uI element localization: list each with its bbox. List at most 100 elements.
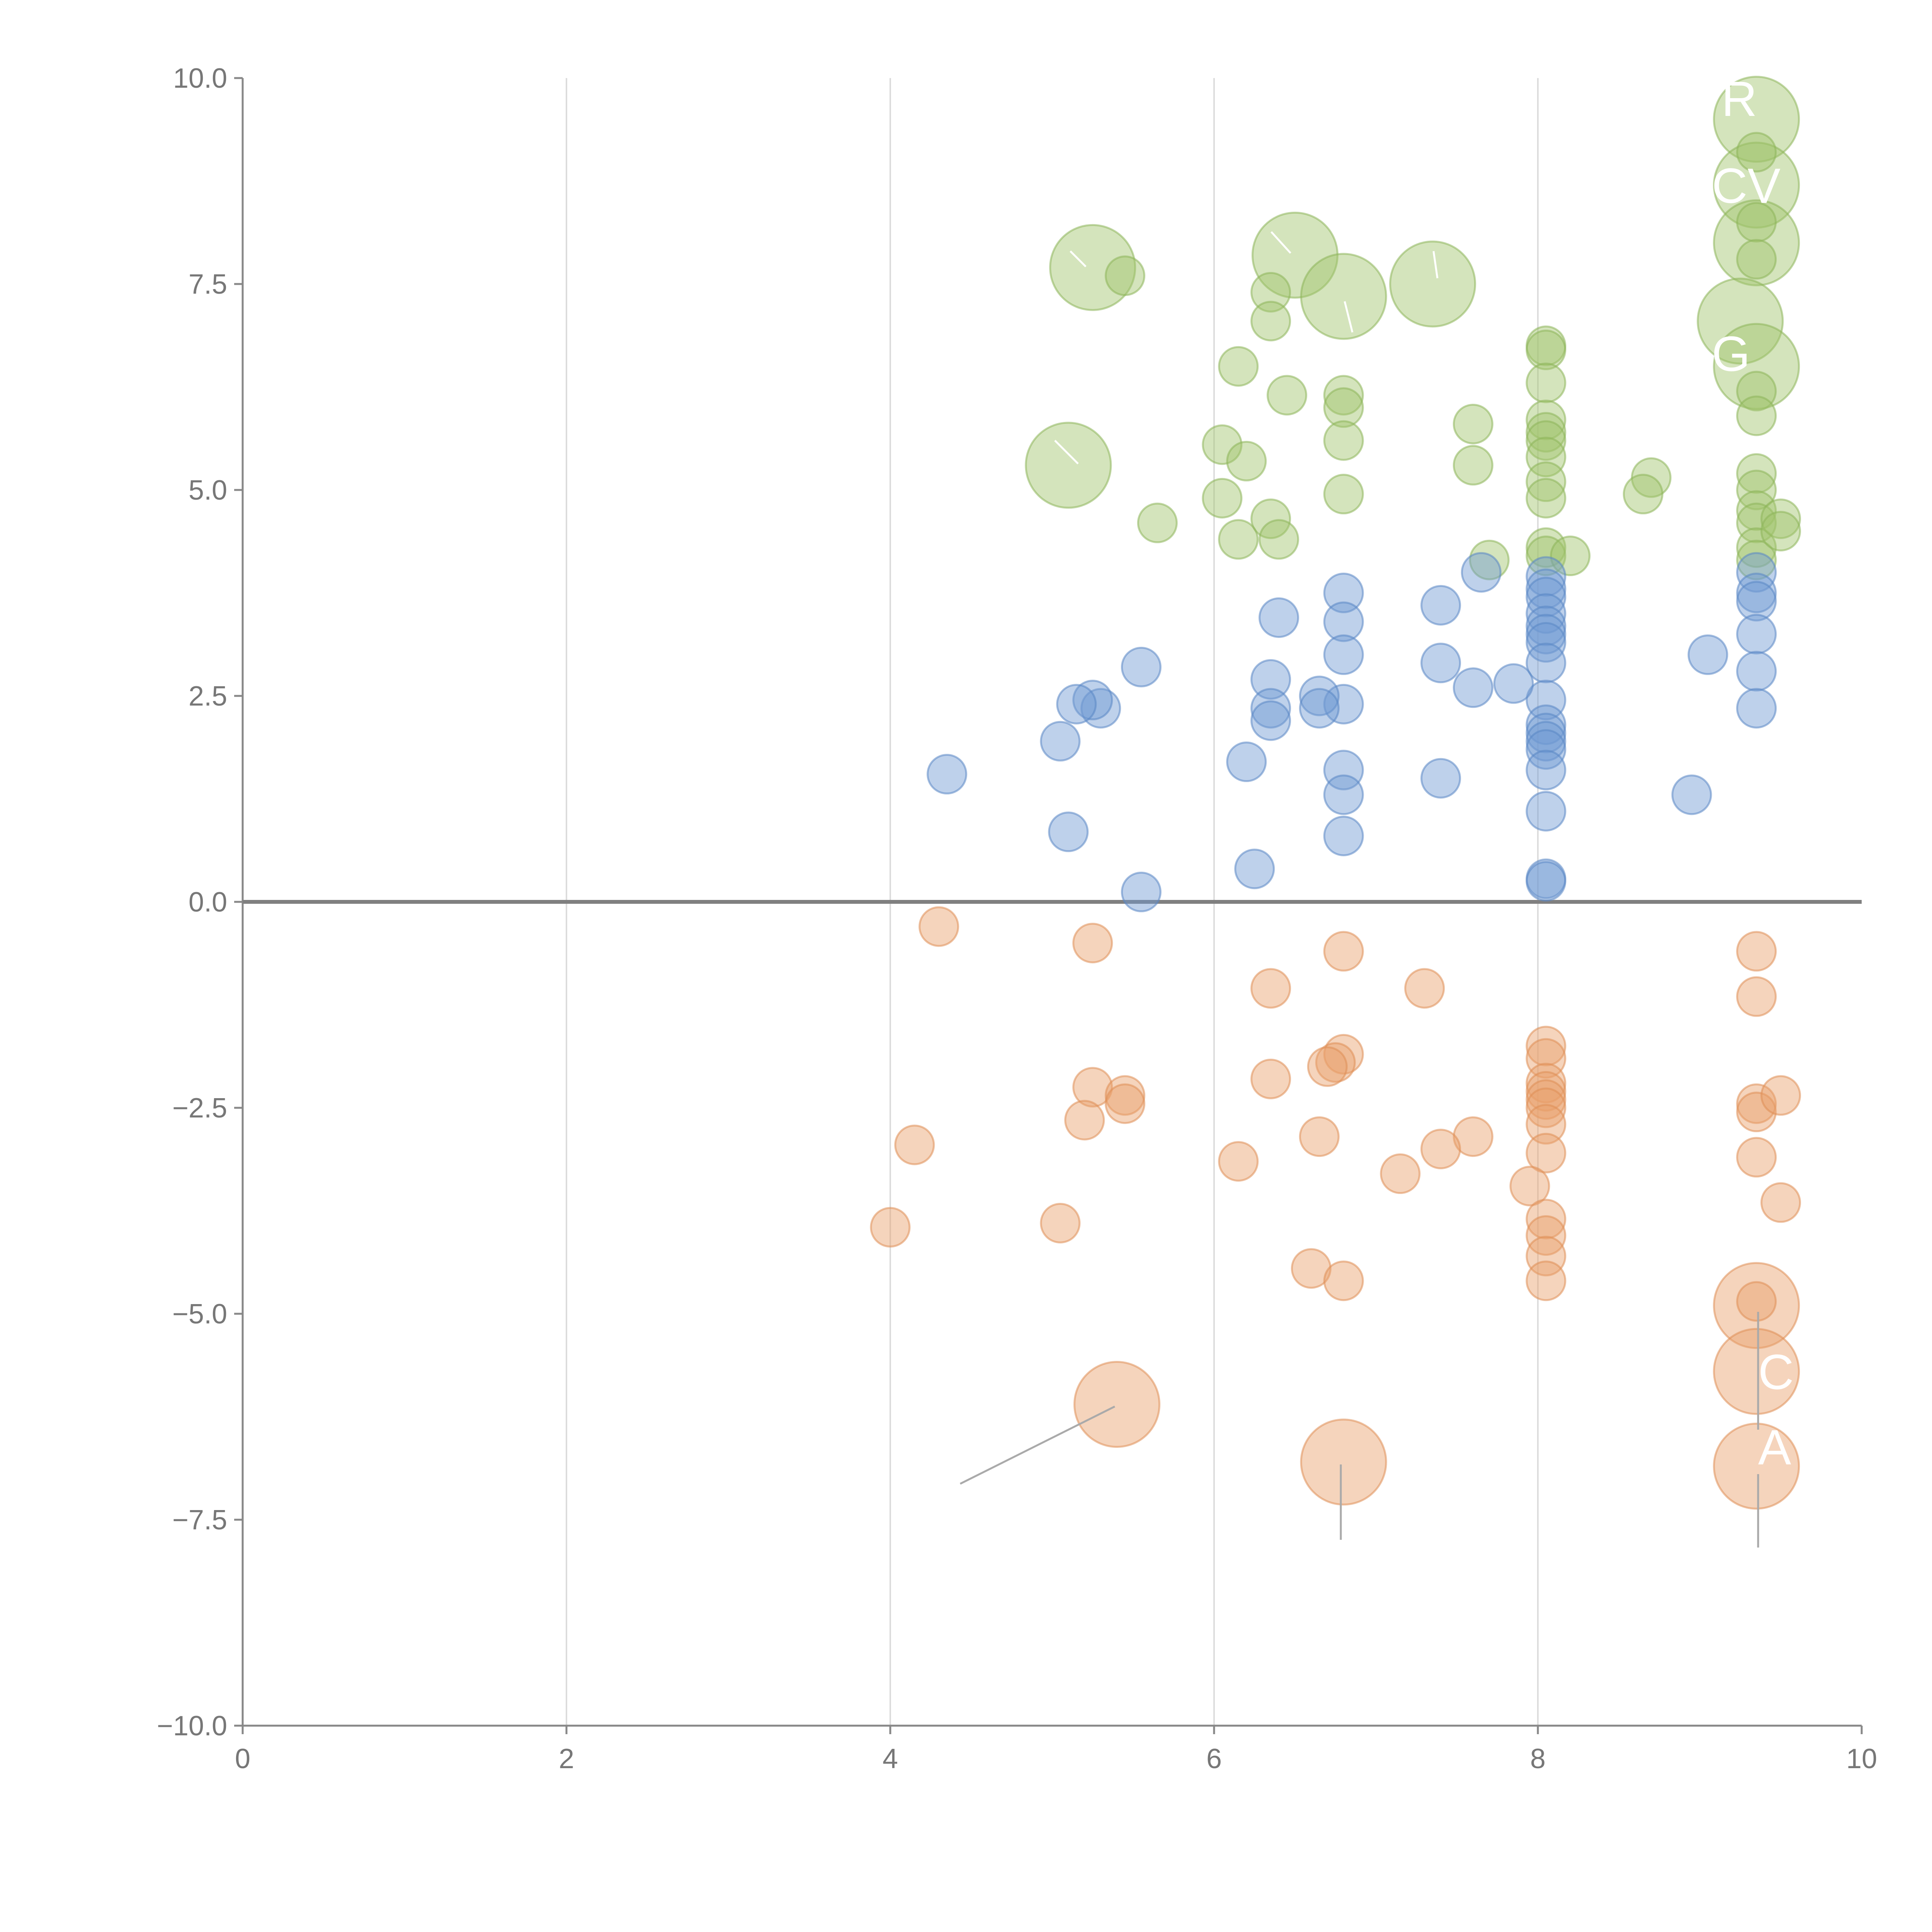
green-data-point: [1218, 346, 1259, 387]
orange-data-point: [1713, 1262, 1800, 1349]
green-data-point: [1250, 498, 1291, 539]
orange-data-point: [1380, 1153, 1421, 1194]
green-data-point: [1137, 502, 1178, 543]
green-data-point: [1550, 536, 1591, 577]
label-leader-line: [1432, 251, 1439, 279]
blue-data-point: [1526, 721, 1566, 762]
blue-data-point: [1121, 646, 1162, 687]
blue-data-point: [1526, 750, 1566, 791]
blue-data-point: [1234, 849, 1275, 889]
label-leader-line: [1054, 440, 1079, 464]
orange-data-point: [1072, 1067, 1113, 1108]
orange-data-point: [1509, 1166, 1550, 1207]
green-data-point: [1526, 412, 1566, 453]
orange-data-point: [1736, 1092, 1777, 1133]
orange-data-point: [918, 906, 959, 947]
y-tick-label: 5.0: [189, 475, 227, 506]
blue-data-point: [1048, 811, 1089, 852]
blue-data-point: [1736, 614, 1777, 655]
green-data-point: [1713, 199, 1800, 286]
green-data-point: [1736, 539, 1777, 580]
orange-data-point: [1760, 1075, 1801, 1116]
x-tick-label: 4: [883, 1743, 898, 1774]
green-data-point: [1526, 420, 1566, 461]
orange-data-point: [1250, 968, 1291, 1009]
blue-data-point: [1736, 688, 1777, 729]
x-tick-label: 10: [1846, 1743, 1877, 1774]
orange-data-point: [1526, 1087, 1566, 1128]
blue-data-point: [1323, 750, 1364, 791]
orange-data-point: [1526, 1215, 1566, 1256]
axis-layer: 0 2 4 6 8 10 10.0 7.5 5.0 2.5 0.0 −2.5 −5.0 −7.5 −10.0: [157, 63, 1877, 1774]
green-data-point: [1713, 323, 1800, 410]
blue-data-point: [1420, 585, 1461, 626]
blue-data-point: [1493, 663, 1534, 704]
orange-data-point: [1040, 1202, 1081, 1243]
blue-data-point: [1736, 651, 1777, 692]
orange-data-point: [1299, 1116, 1340, 1157]
blue-data-point: [1526, 577, 1566, 617]
green-data-point: [1226, 440, 1267, 481]
orange-data-point: [1323, 931, 1364, 972]
blue-data-point: [1526, 605, 1566, 646]
orange-data-point: [1713, 1422, 1800, 1510]
label-leader-line: [1344, 301, 1354, 333]
x-tick-label: 0: [235, 1743, 250, 1774]
blue-data-point: [1323, 774, 1364, 815]
orange-data-point: [1452, 1116, 1493, 1157]
y-tick-label: −10.0: [157, 1711, 227, 1742]
green-data-point: [1389, 240, 1476, 328]
point-label-a: A: [1758, 1420, 1791, 1475]
label-leader-line: [1270, 231, 1291, 254]
blue-data-point: [1299, 688, 1340, 729]
green-data-point: [1469, 539, 1510, 580]
green-data-point: [1736, 202, 1777, 243]
green-data-point: [1323, 420, 1364, 461]
points-layer: [870, 76, 1801, 1510]
orange-data-point: [1073, 1361, 1161, 1448]
green-data-point: [1526, 437, 1566, 478]
green-data-point: [1526, 527, 1566, 568]
blue-data-point: [1526, 643, 1566, 684]
green-data-point: [1526, 536, 1566, 577]
orange-data-point: [1736, 976, 1777, 1017]
green-data-point: [1218, 519, 1259, 560]
point-label-g: G: [1712, 327, 1750, 382]
green-data-point: [1202, 478, 1243, 519]
orange-data-point: [1736, 1083, 1777, 1124]
blue-data-point: [1526, 593, 1566, 634]
orange-data-point: [1105, 1075, 1146, 1116]
x-tick-label: 8: [1530, 1743, 1546, 1774]
orange-data-point: [894, 1124, 935, 1165]
orange-data-point: [1713, 1328, 1800, 1415]
point-label-c: C: [1758, 1345, 1794, 1400]
label-leader-line: [959, 1405, 1116, 1485]
y-tick-label: 2.5: [189, 681, 227, 712]
green-data-point: [1025, 422, 1112, 509]
orange-data-point: [1218, 1141, 1259, 1182]
blue-data-point: [1323, 601, 1364, 642]
green-data-point: [1736, 490, 1777, 531]
orange-data-point: [1526, 1133, 1566, 1173]
green-data-point: [1736, 132, 1777, 173]
green-data-point: [1736, 395, 1777, 436]
blue-data-point: [1736, 552, 1777, 593]
orange-data-point: [1736, 1281, 1777, 1322]
green-data-point: [1300, 253, 1387, 340]
green-data-point: [1202, 424, 1243, 465]
green-data-point: [1736, 469, 1777, 510]
blue-data-point: [1526, 568, 1566, 609]
orange-data-point: [1526, 1199, 1566, 1240]
blue-data-point: [1461, 552, 1502, 593]
blue-data-point: [1056, 684, 1097, 724]
green-data-point: [1760, 511, 1801, 552]
leader-layer: [959, 231, 1759, 1548]
x-tick-label: 2: [559, 1743, 574, 1774]
orange-data-point: [1404, 968, 1445, 1009]
green-data-point: [1526, 362, 1566, 403]
y-tick-label: −2.5: [172, 1093, 227, 1124]
orange-data-point: [1307, 1046, 1348, 1087]
green-data-point: [1250, 272, 1291, 313]
